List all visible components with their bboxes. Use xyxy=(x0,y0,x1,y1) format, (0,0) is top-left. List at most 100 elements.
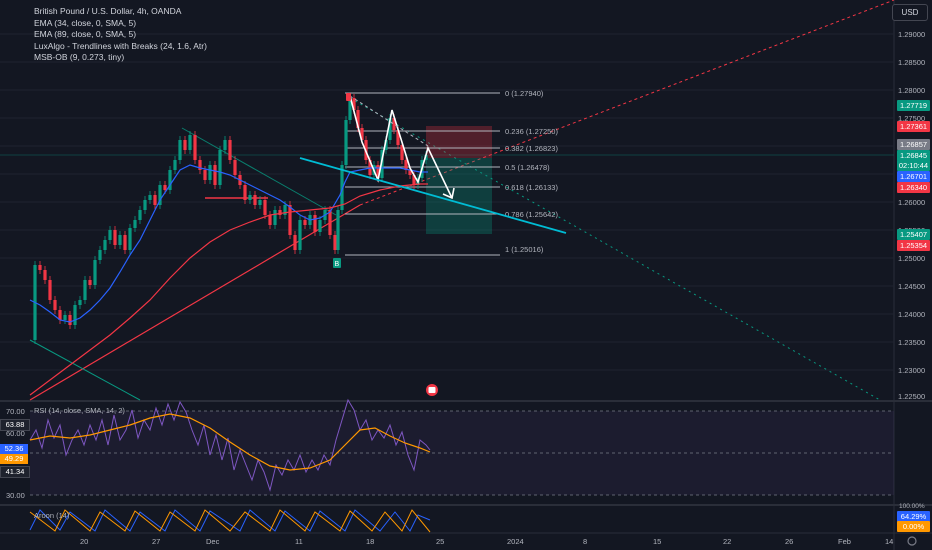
price-tag: 1.26857 xyxy=(897,139,930,150)
candle-body xyxy=(83,280,87,300)
drawn-zigzag[interactable] xyxy=(349,95,453,199)
candle-body xyxy=(348,98,352,120)
indicator-ema-89[interactable]: EMA (89, close, 0, SMA, 5) xyxy=(34,29,137,39)
candle-body xyxy=(273,210,277,225)
candle-body xyxy=(293,235,297,250)
svg-text:26: 26 xyxy=(785,537,793,546)
gear-icon[interactable] xyxy=(907,536,917,546)
aroon-label[interactable]: Aroon (14) xyxy=(34,511,70,520)
buy-marker[interactable] xyxy=(333,258,341,268)
candle-body xyxy=(223,140,227,150)
fib-label: 0 (1.27940) xyxy=(505,89,544,98)
svg-text:1.29000: 1.29000 xyxy=(898,30,925,39)
svg-text:18: 18 xyxy=(366,537,374,546)
candle-body xyxy=(344,120,348,165)
candle-body xyxy=(203,170,207,180)
indicator-msb-ob[interactable]: MSB-OB (9, 0.273, tiny) xyxy=(34,52,125,62)
candle-body xyxy=(183,140,187,150)
candle-body xyxy=(38,265,42,270)
candle-body xyxy=(153,195,157,205)
candle-body xyxy=(108,230,112,240)
candle-body xyxy=(243,185,247,200)
candle-body xyxy=(360,128,364,140)
symbol-title[interactable]: British Pound / U.S. Dollar, 4h, OANDA xyxy=(34,6,182,16)
candle-body xyxy=(283,205,287,215)
sell-marker[interactable] xyxy=(346,93,351,101)
candle-body xyxy=(336,210,340,250)
svg-text:1.23000: 1.23000 xyxy=(898,366,925,375)
candle-body xyxy=(356,110,360,128)
candle-body xyxy=(138,210,142,220)
currency-button[interactable]: USD xyxy=(892,4,928,21)
red-support-trendline[interactable] xyxy=(29,204,361,401)
candle-body xyxy=(248,195,252,200)
fib-label: 0.786 (1.25642) xyxy=(505,210,558,219)
candle-body xyxy=(173,160,177,170)
fib-label: 0.236 (1.27250) xyxy=(505,127,558,136)
price-tag-last: 1.26845 xyxy=(897,150,930,161)
rsi-label[interactable]: RSI (14, close, SMA, 14, 2) xyxy=(34,406,125,415)
candle-body xyxy=(288,205,292,235)
price-tag: 1.27719 xyxy=(897,100,930,111)
candle-body xyxy=(253,195,257,205)
fib-label: 0.382 (1.26823) xyxy=(505,144,558,153)
svg-text:1.24000: 1.24000 xyxy=(898,310,925,319)
indicator-luxalgo[interactable]: LuxAlgo - Trendlines with Breaks (24, 1.… xyxy=(34,40,207,51)
candle-body xyxy=(258,200,262,205)
candle-body xyxy=(43,270,47,280)
candle-body xyxy=(53,300,57,310)
candle-body xyxy=(352,98,356,110)
candle-body xyxy=(313,215,317,232)
aroon-up-line xyxy=(29,509,431,532)
svg-text:11: 11 xyxy=(295,537,303,546)
candle-body xyxy=(88,280,92,285)
candle-body xyxy=(163,185,167,190)
chart-legend: British Pound / U.S. Dollar, 4h, OANDA E… xyxy=(34,6,207,64)
buy-marker-label: B xyxy=(335,261,340,268)
svg-text:20: 20 xyxy=(80,537,88,546)
candle-body xyxy=(412,175,416,185)
teal-trendline xyxy=(29,339,141,401)
rsi-ma-tag: 49.29 xyxy=(0,454,28,464)
svg-text:1.25000: 1.25000 xyxy=(898,254,925,263)
candle-body xyxy=(193,135,197,160)
candle-body xyxy=(404,160,408,170)
countdown-tag: 02:10:44 xyxy=(897,160,930,171)
drawn-support-line[interactable] xyxy=(299,157,567,234)
price-tag: 1.25354 xyxy=(897,240,930,251)
candle-body xyxy=(98,250,102,260)
candle-body xyxy=(400,145,404,160)
rsi-ma-line xyxy=(29,413,431,471)
price-tag: 1.26340 xyxy=(897,182,930,193)
candle-body xyxy=(268,215,272,225)
candle-body xyxy=(228,140,232,160)
svg-text:30.00: 30.00 xyxy=(6,491,25,500)
rsi-tag: 63.88 xyxy=(0,419,30,431)
svg-text:1.27500: 1.27500 xyxy=(898,114,925,123)
rsi-line xyxy=(29,398,431,492)
candle-body xyxy=(278,210,282,215)
candle-body xyxy=(93,260,97,285)
rsi-axis: 70.00 60.00 30.00 xyxy=(6,407,25,500)
svg-text:60.00: 60.00 xyxy=(6,429,25,438)
candle-body xyxy=(396,130,400,145)
candle-body xyxy=(58,310,62,320)
rsi-tag: 41.34 xyxy=(0,466,30,478)
candle-body xyxy=(78,300,82,305)
candle-body xyxy=(263,200,267,215)
rsi-tag: 52.36 xyxy=(0,444,28,454)
candle-body xyxy=(213,165,217,185)
candle-body xyxy=(148,195,152,200)
ema-34-line xyxy=(29,164,428,323)
svg-text:1.24500: 1.24500 xyxy=(898,282,925,291)
time-axis[interactable]: 20 27 Dec 11 18 25 2024 8 15 22 26 Feb 1… xyxy=(80,537,893,546)
svg-text:15: 15 xyxy=(653,537,661,546)
candle-body xyxy=(158,185,162,205)
svg-text:Feb: Feb xyxy=(838,537,851,546)
candle-body xyxy=(303,220,307,225)
fib-label: 0.5 (1.26478) xyxy=(505,163,550,172)
indicator-ema-34[interactable]: EMA (34, close, 0, SMA, 5) xyxy=(34,17,137,28)
svg-text:1.28000: 1.28000 xyxy=(898,86,925,95)
svg-text:27: 27 xyxy=(152,537,160,546)
